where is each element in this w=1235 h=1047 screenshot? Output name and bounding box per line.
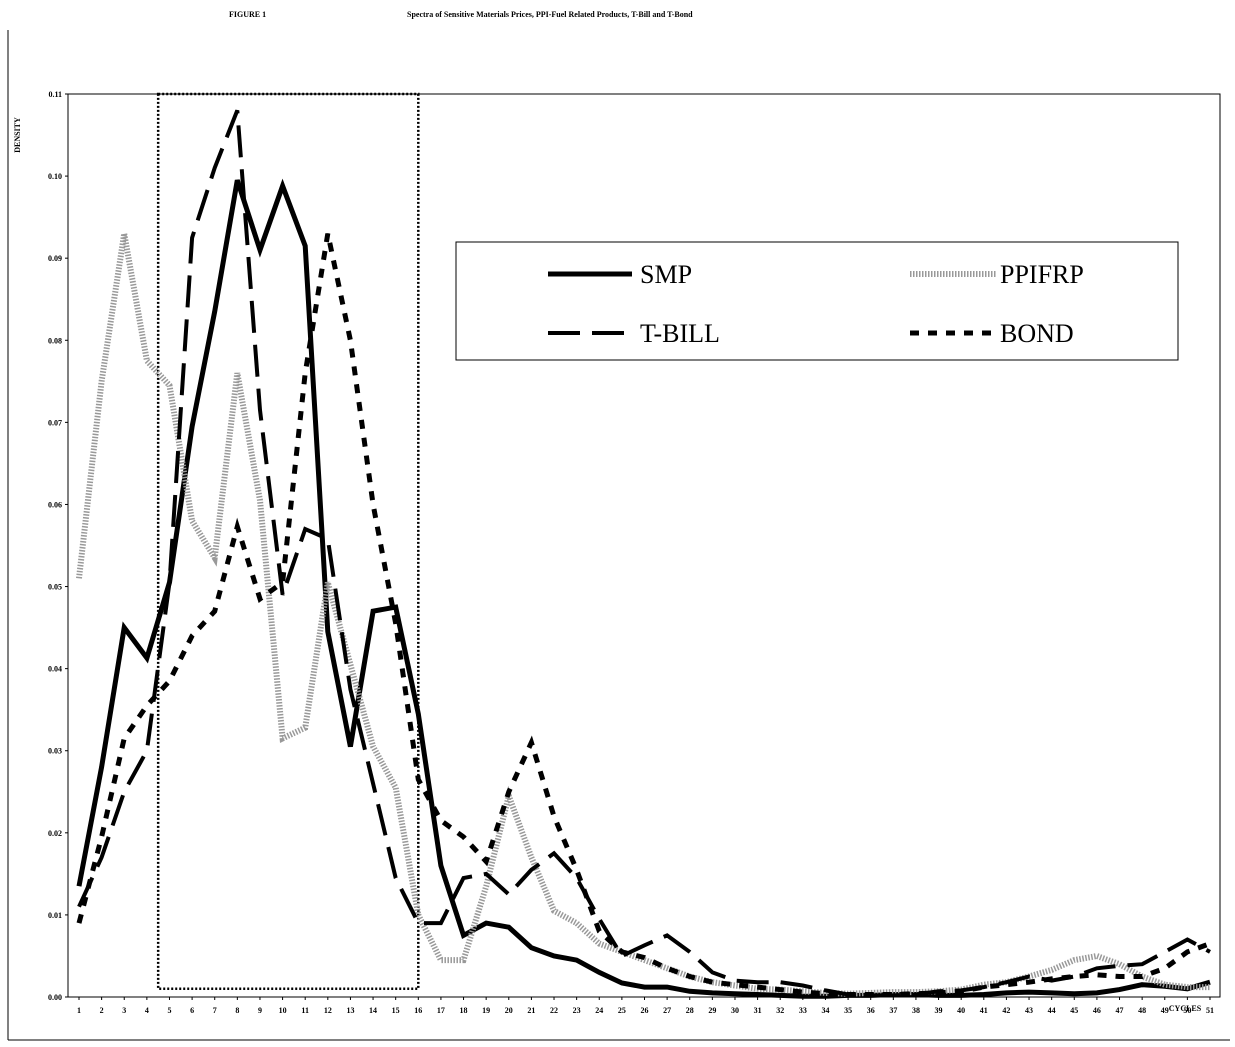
x-tick-label: 20 [505,1006,513,1015]
x-tick-label: 50 [1183,1006,1191,1015]
chart-title: Spectra of Sensitive Materials Prices, P… [407,10,693,19]
x-tick-label: 48 [1138,1006,1146,1015]
y-tick-label: 0.01 [48,911,62,920]
x-tick-label: 28 [686,1006,694,1015]
x-tick-label: 38 [912,1006,920,1015]
x-tick-label: 19 [482,1006,490,1015]
y-tick-label: 0.02 [48,829,62,838]
x-tick-label: 43 [1025,1006,1033,1015]
legend-label: SMP [640,260,692,289]
x-tick-label: 15 [392,1006,400,1015]
x-tick-label: 49 [1161,1006,1169,1015]
x-tick-label: 46 [1093,1006,1101,1015]
x-tick-label: 17 [437,1006,445,1015]
x-tick-label: 51 [1206,1006,1214,1015]
x-tick-label: 6 [190,1006,194,1015]
legend-box [455,241,1179,361]
x-tick-label: 4 [145,1006,149,1015]
x-tick-label: 33 [799,1006,807,1015]
x-tick-label: 14 [369,1006,377,1015]
x-tick-label: 30 [731,1006,739,1015]
x-tick-label: 26 [641,1006,649,1015]
x-tick-label: 34 [821,1006,829,1015]
x-tick-label: 21 [527,1006,535,1015]
x-tick-label: 10 [279,1006,287,1015]
x-tick-label: 42 [1002,1006,1010,1015]
x-tick-label: 22 [550,1006,558,1015]
x-tick-label: 18 [460,1006,468,1015]
x-tick-label: 1 [77,1006,81,1015]
y-tick-label: 0.06 [48,500,62,509]
x-tick-label: 11 [301,1006,309,1015]
y-tick-label: 0.04 [48,665,62,674]
series-line-smp [76,178,1211,999]
highlight-box [156,92,420,991]
y-tick-label: 0.05 [48,583,62,592]
x-tick-label: 27 [663,1006,671,1015]
x-tick-label: 3 [122,1006,126,1015]
x-tick-label: 31 [754,1006,762,1015]
y-tick-label: 0.07 [48,418,62,427]
x-tick-label: 36 [867,1006,875,1015]
x-tick-label: 7 [213,1006,217,1015]
y-tick-label: 0.11 [48,90,62,99]
x-tick-label: 5 [167,1006,171,1015]
x-tick-label: 25 [618,1006,626,1015]
x-tick-label: 44 [1048,1006,1056,1015]
legend-label: BOND [1000,319,1074,348]
x-tick-label: 8 [235,1006,239,1015]
x-tick-label: 37 [889,1006,897,1015]
x-tick-label: 23 [573,1006,581,1015]
y-tick-label: 0.10 [48,172,62,181]
series-line-ppifrp [76,233,1210,997]
x-tick-label: 47 [1116,1006,1124,1015]
x-tick-label: 45 [1070,1006,1078,1015]
x-tick-label: 24 [595,1006,603,1015]
x-tick-label: 29 [708,1006,716,1015]
x-tick-label: 39 [935,1006,943,1015]
legend-label: T-BILL [640,319,720,348]
x-tick-label: 41 [980,1006,988,1015]
y-tick-label: 0.09 [48,254,62,263]
x-tick-label: 9 [258,1006,262,1015]
y-tick-label: 0.08 [48,336,62,345]
x-tick-label: 40 [957,1006,965,1015]
x-tick-label: 32 [776,1006,784,1015]
y-tick-label: 0.00 [48,993,62,1002]
figure-label: FIGURE 1 [229,10,267,19]
x-axis-label: CYCLES [1169,1004,1202,1013]
x-tick-label: 16 [414,1006,422,1015]
y-axis-label: DENSITY [13,117,22,153]
series-line-t-bill [77,109,1211,998]
x-tick-label: 12 [324,1006,332,1015]
x-tick-label: 2 [100,1006,104,1015]
y-tick-label: 0.03 [48,747,62,756]
x-tick-label: 13 [346,1006,354,1015]
legend-label: PPIFRP [1000,260,1084,289]
series-line-bond [76,233,1211,997]
x-tick-label: 35 [844,1006,852,1015]
